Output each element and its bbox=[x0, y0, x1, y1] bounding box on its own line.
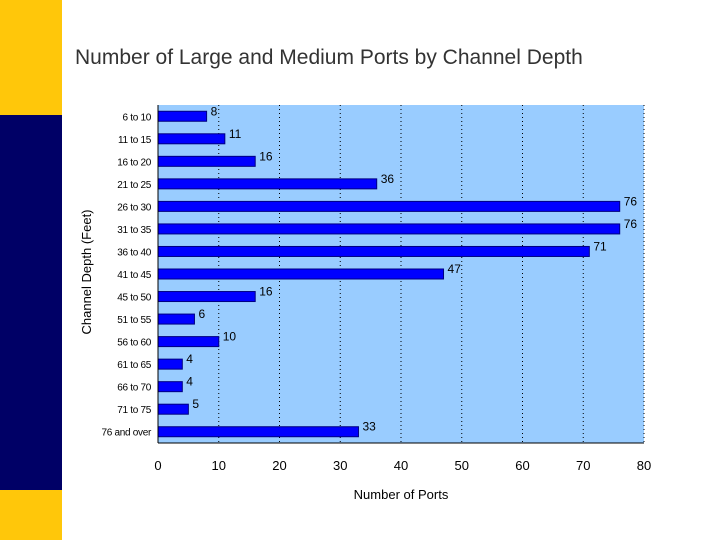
data-label: 4 bbox=[186, 375, 193, 389]
bar bbox=[157, 223, 621, 235]
category-label: 45 to 50 bbox=[117, 293, 151, 304]
category-label: 6 to 10 bbox=[123, 112, 152, 123]
data-label: 10 bbox=[223, 330, 237, 344]
category-label: 16 to 20 bbox=[117, 157, 151, 168]
bar bbox=[157, 155, 256, 167]
accent-bar-navy bbox=[0, 115, 62, 490]
data-label: 6 bbox=[198, 307, 205, 321]
bar bbox=[157, 245, 590, 257]
y-axis-label: Channel Depth (Feet) bbox=[79, 209, 94, 334]
category-label: 66 to 70 bbox=[117, 383, 151, 394]
bar bbox=[157, 403, 189, 415]
bar bbox=[157, 358, 183, 370]
data-label: 76 bbox=[624, 194, 638, 208]
data-label: 71 bbox=[593, 239, 607, 253]
data-label: 4 bbox=[186, 352, 193, 366]
x-tick-label: 70 bbox=[576, 458, 590, 473]
data-label: 8 bbox=[211, 104, 218, 118]
category-label: 51 to 55 bbox=[117, 315, 151, 326]
data-label: 33 bbox=[362, 420, 376, 434]
data-label: 5 bbox=[192, 397, 199, 411]
x-tick-labels: 0 10 20 30 40 50 60 70 80 bbox=[154, 458, 651, 473]
accent-bar-bottom bbox=[0, 490, 62, 540]
data-labels: 8 11 16 36 76 76 71 47 16 6 10 4 4 5 33 bbox=[186, 104, 637, 433]
category-label: 56 to 60 bbox=[117, 338, 151, 349]
bar bbox=[157, 426, 359, 438]
bar bbox=[157, 200, 621, 212]
data-label: 36 bbox=[381, 172, 395, 186]
x-tick-label: 30 bbox=[333, 458, 347, 473]
slide-title: Number of Large and Medium Ports by Chan… bbox=[75, 46, 583, 69]
bar bbox=[157, 381, 183, 393]
x-axis-label: Number of Ports bbox=[354, 487, 449, 502]
bar bbox=[157, 313, 195, 325]
x-tick-label: 20 bbox=[272, 458, 286, 473]
x-tick-label: 40 bbox=[394, 458, 408, 473]
data-label: 76 bbox=[624, 217, 638, 231]
bar bbox=[157, 133, 226, 145]
accent-bar-top bbox=[0, 0, 62, 115]
category-label: 11 to 15 bbox=[118, 135, 152, 146]
category-label: 76 and over bbox=[101, 428, 151, 439]
category-label: 41 to 45 bbox=[117, 270, 151, 281]
category-label: 71 to 75 bbox=[117, 405, 151, 416]
x-tick-label: 50 bbox=[455, 458, 469, 473]
data-label: 47 bbox=[448, 262, 462, 276]
category-label: 61 to 65 bbox=[117, 360, 151, 371]
x-tick-label: 10 bbox=[212, 458, 226, 473]
category-label: 26 to 30 bbox=[117, 202, 151, 213]
category-label: 31 to 35 bbox=[117, 225, 151, 236]
bar bbox=[157, 110, 208, 122]
x-tick-label: 0 bbox=[154, 458, 161, 473]
category-label: 21 to 25 bbox=[117, 180, 151, 191]
bar bbox=[157, 178, 378, 190]
data-label: 16 bbox=[259, 285, 273, 299]
x-tick-label: 60 bbox=[515, 458, 529, 473]
bar bbox=[157, 336, 220, 348]
bar bbox=[157, 291, 256, 303]
data-label: 16 bbox=[259, 149, 273, 163]
data-label: 11 bbox=[229, 127, 242, 141]
category-label: 36 to 40 bbox=[117, 247, 151, 258]
bar bbox=[157, 268, 445, 280]
x-tick-label: 80 bbox=[637, 458, 651, 473]
category-labels: 6 to 10 11 to 15 16 to 20 21 to 25 26 to 30 3… bbox=[101, 112, 152, 439]
